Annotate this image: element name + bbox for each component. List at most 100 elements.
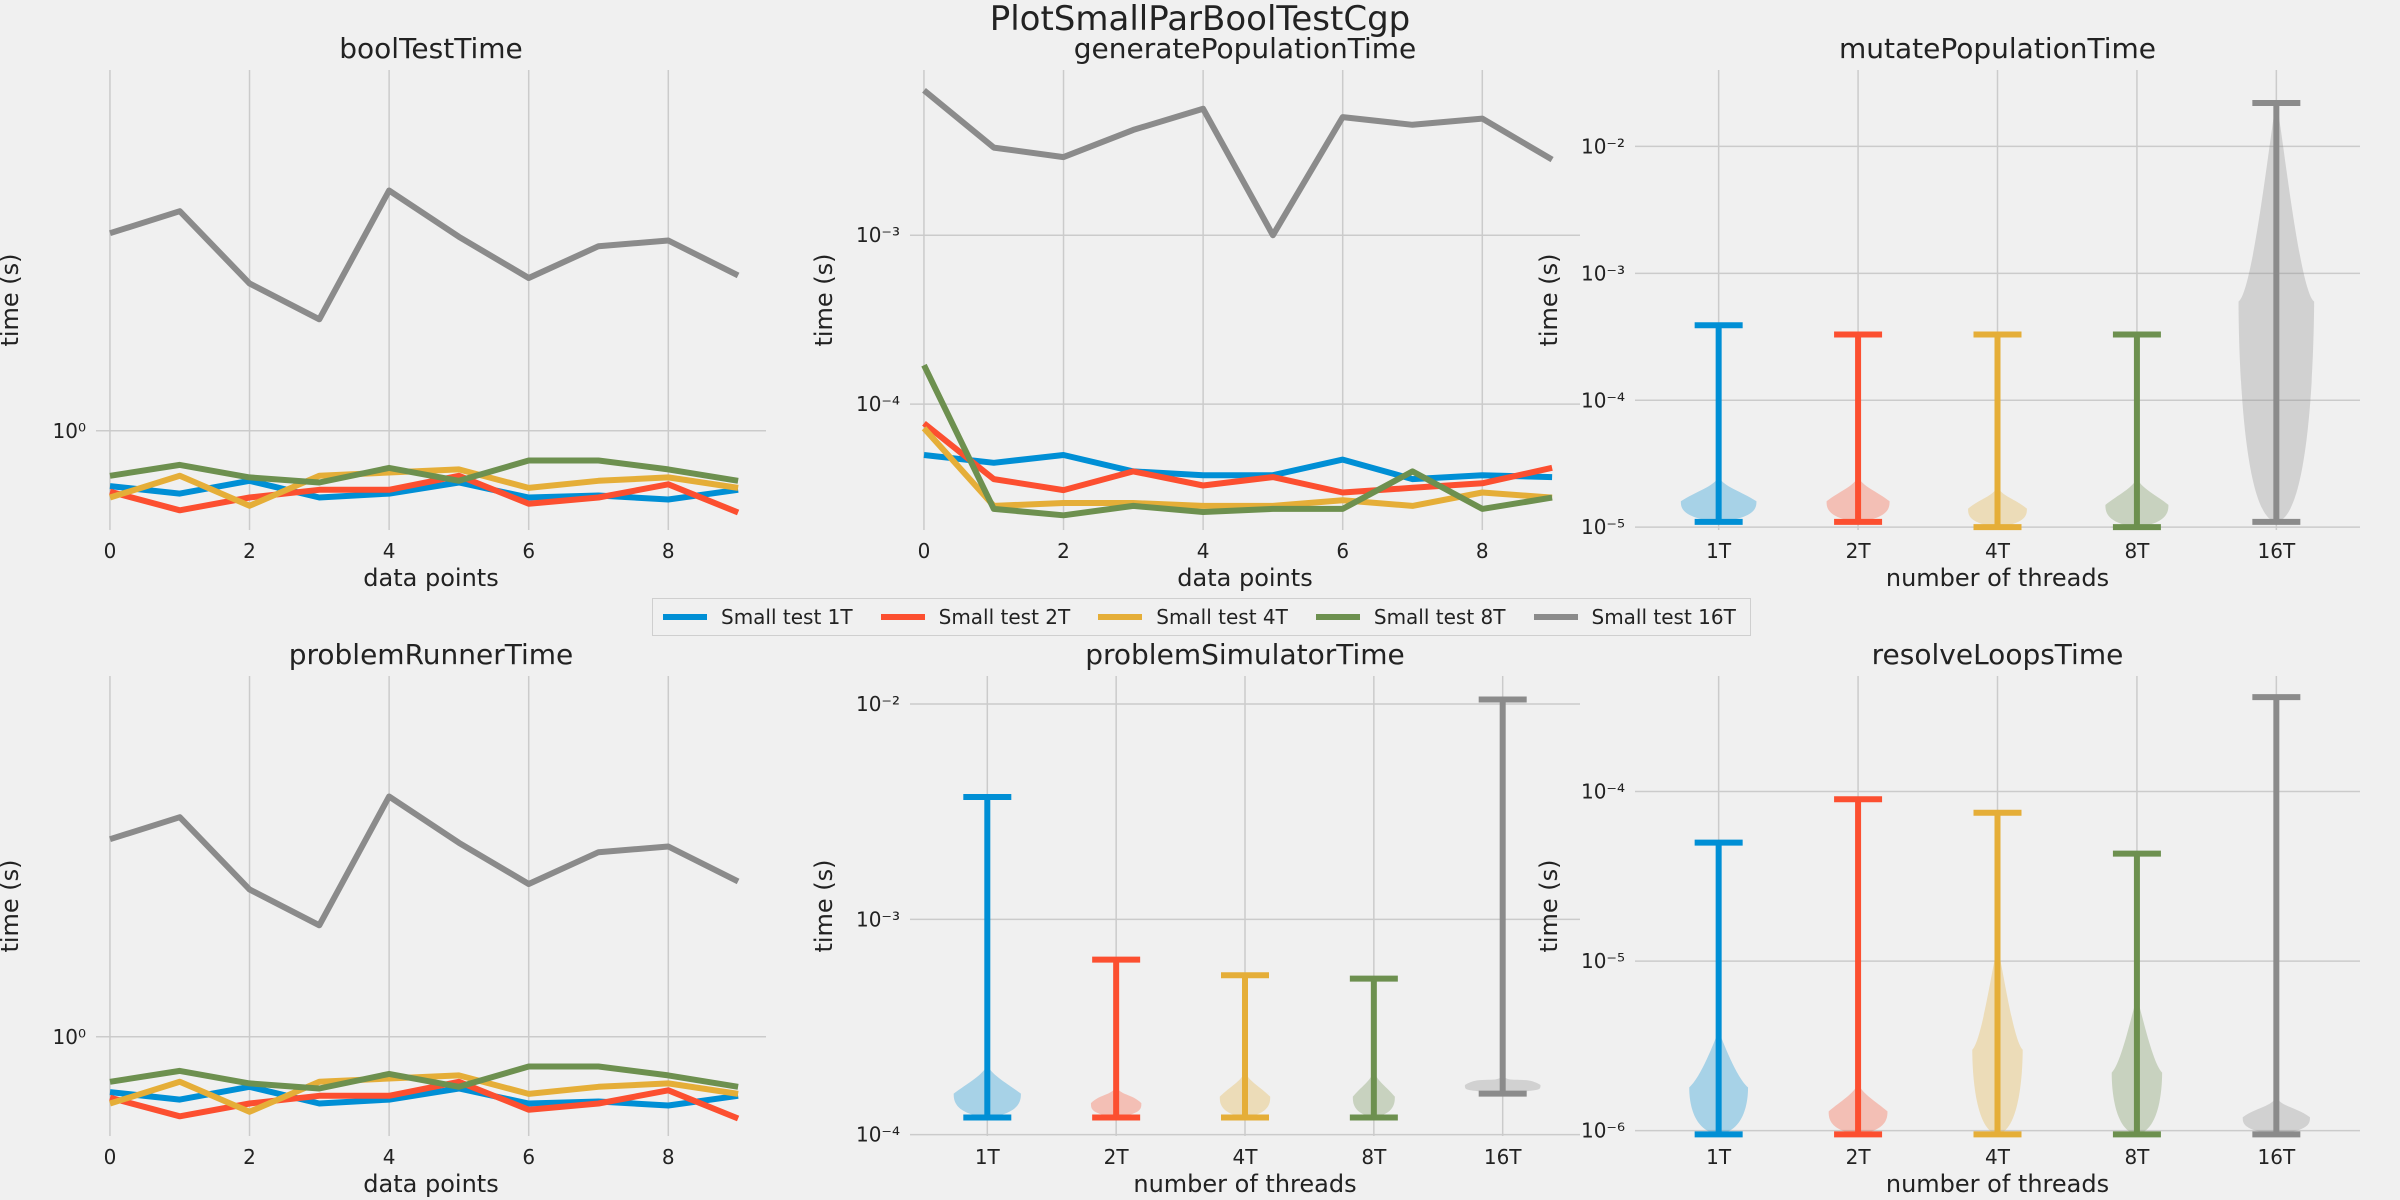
y-axis-label: time (s) [0,859,24,952]
x-axis-label: number of threads [1133,1170,1356,1198]
x-tick-label: 0 [104,539,117,563]
x-tick-label: 8 [662,1145,675,1169]
legend-label-8t: Small test 8T [1373,605,1506,629]
y-tick-label: 10⁻³ [1581,261,1625,285]
legend-item-2t: Small test 2T [880,605,1071,629]
legend-swatch-8t [1315,614,1360,620]
legend-item-8t: Small test 8T [1315,605,1506,629]
y-axis-label: time (s) [810,253,838,346]
x-tick-label: 4T [1985,1145,2011,1169]
subplot-mutatePopulationTime: mutatePopulationTime 10⁻⁵ 10⁻⁴ 10⁻³ 10⁻² 1T 2T… [1535,32,2360,592]
x-tick-label: 4T [1985,539,2011,563]
legend: Small test 1T Small test 2T Small test 4… [652,598,1751,636]
y-tick-label: 10⁻⁴ [856,392,900,416]
y-tick-label: 10⁰ [53,1025,86,1049]
x-tick-label: 16T [2258,539,2296,563]
series-line-small-test-2t [109,1078,740,1122]
legend-item-16t: Small test 16T [1533,605,1736,629]
series-line-small-test-1t [109,477,739,503]
subplot-title: boolTestTime [339,32,522,65]
x-tick-label: 16T [2258,1145,2296,1169]
legend-label-16t: Small test 16T [1591,605,1736,629]
series-line-small-test-8t [921,363,1553,519]
subplot-title: problemSimulatorTime [1085,638,1405,671]
y-tick-label: 10⁰ [53,419,86,443]
x-tick-label: 6 [1336,539,1349,563]
x-tick-label: 8T [2124,1145,2150,1169]
y-tick-label: 10⁻³ [856,223,900,247]
x-tick-label: 6 [522,539,535,563]
subplot-title: mutatePopulationTime [1839,32,2156,65]
x-tick-label: 2 [243,539,256,563]
subplot-title: generatePopulationTime [1074,32,1416,65]
x-tick-label: 6 [522,1145,535,1169]
subplot-title: problemRunnerTime [289,638,574,671]
series-line-small-test-16t [109,793,740,929]
series-line-small-test-8t [109,457,739,486]
series-line-small-test-2t [109,472,740,516]
y-tick-label: 10⁻³ [856,907,900,931]
y-axis-label: time (s) [1535,253,1563,346]
y-axis-label: time (s) [1535,859,1563,952]
subplot-problemSimulatorTime: problemSimulatorTime 10⁻⁴ 10⁻³ 10⁻² 1T 2T 4T 8T… [810,638,1580,1198]
x-tick-label: 8T [2124,539,2150,563]
x-axis-label: data points [363,1170,498,1198]
series-line-small-test-16t [922,87,1554,239]
legend-swatch-16t [1533,614,1578,620]
y-tick-label: 10⁻² [1581,134,1625,158]
series-line-small-test-8t [109,1063,739,1092]
y-tick-label: 10⁻⁴ [1581,780,1625,804]
x-tick-label: 4 [1197,539,1210,563]
series-line-small-test-4t [109,466,739,509]
legend-swatch-1t [663,614,707,620]
y-tick-label: 10⁻⁴ [1581,388,1625,412]
x-axis-label: number of threads [1886,1170,2109,1198]
x-tick-label: 2T [1846,1145,1872,1169]
x-axis-label: data points [1177,564,1312,592]
subplot-resolveLoopsTime: resolveLoopsTime 10⁻⁶ 10⁻⁵ 10⁻⁴ 1T 2T 4T 8T 16T n… [1535,638,2360,1198]
legend-label-4t: Small test 4T [1156,605,1288,629]
y-tick-label: 10⁻⁵ [1581,515,1625,539]
legend-label-1t: Small test 1T [721,605,853,629]
x-tick-label: 4T [1233,1145,1259,1169]
series-line-small-test-1t [109,1083,739,1109]
x-tick-label: 2 [243,1145,256,1169]
series-line-small-test-1t [923,452,1553,483]
x-tick-label: 8 [662,539,675,563]
y-axis-label: time (s) [810,859,838,952]
x-tick-label: 8T [1361,1145,1387,1169]
subplot-problemRunnerTime: problemRunnerTime 10⁰ 0 2 4 6 8 data points time… [0,638,766,1198]
series-line-small-test-4t [921,426,1553,509]
x-tick-label: 1T [1706,539,1732,563]
x-tick-label: 2T [1846,539,1872,563]
y-axis-label: time (s) [0,253,24,346]
y-tick-label: 10⁻⁴ [856,1123,900,1147]
subplot-boolTestTime: boolTestTime 10⁰ 0 2 4 6 8 data points time (s) [0,32,766,592]
x-tick-label: 1T [1706,1145,1732,1169]
legend-item-1t: Small test 1T [663,605,853,629]
x-tick-label: 2T [1104,1145,1130,1169]
x-tick-label: 4 [383,1145,396,1169]
y-tick-label: 10⁻⁵ [1581,949,1625,973]
x-tick-label: 0 [104,1145,117,1169]
legend-item-4t: Small test 4T [1098,605,1288,629]
figure-title: PlotSmallParBoolTestCgp [990,0,1411,39]
x-tick-label: 2 [1057,539,1070,563]
series-line-small-test-2t [922,420,1553,496]
subplot-generatePopulationTime: generatePopulationTime 10⁻⁴ 10⁻³ 0 2 4 6 8 data … [810,32,1580,592]
x-tick-label: 1T [975,1145,1001,1169]
legend-label-2t: Small test 2T [938,605,1071,629]
y-tick-label: 10⁻⁶ [1581,1119,1625,1143]
x-tick-label: 4 [383,539,396,563]
x-tick-label: 16T [1484,1145,1522,1169]
x-axis-label: data points [363,564,498,592]
subplot-title: resolveLoopsTime [1872,638,2124,671]
x-tick-label: 0 [918,539,931,563]
x-axis-label: number of threads [1886,564,2109,592]
y-tick-label: 10⁻² [856,692,900,716]
series-line-small-test-16t [109,187,740,323]
legend-swatch-4t [1098,614,1143,620]
x-tick-label: 8 [1476,539,1489,563]
series-line-small-test-4t [109,1072,739,1115]
